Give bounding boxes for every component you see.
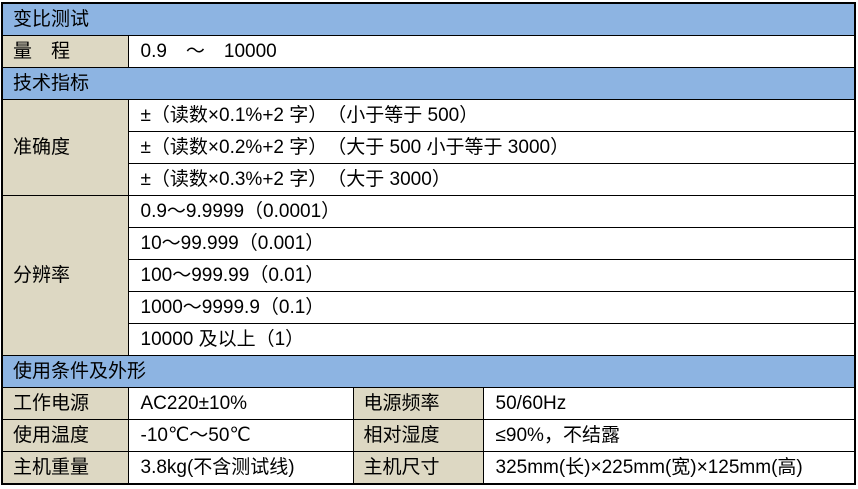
value-accuracy-3: ±（读数×0.3%+2 字） （大于 3000） [127,163,856,196]
value-power-frequency: 50/60Hz [482,387,856,420]
value-resolution-3: 100～999.99（0.01） [127,259,856,292]
value-resolution-5: 10000 及以上（1） [127,323,856,356]
row-label-accuracy: 准确度 [1,99,129,196]
row-label-operating-temperature: 使用温度 [1,419,129,452]
row-label-power-supply: 工作电源 [1,387,129,420]
section-header-ratio-test: 变比测试 [1,2,856,36]
value-resolution-2: 10～99.999（0.001） [127,227,856,260]
row-label-relative-humidity: 相对湿度 [352,419,484,452]
value-relative-humidity: ≤90%，不结露 [482,419,856,452]
value-power-supply: AC220±10% [127,387,354,420]
value-accuracy-2: ±（读数×0.2%+2 字） （大于 500 小于等于 3000） [127,131,856,164]
section-header-conditions: 使用条件及外形 [1,355,856,388]
value-host-dimensions: 325mm(长)×225mm(宽)×125mm(高) [482,451,856,485]
value-host-weight: 3.8kg(不含测试线) [127,451,354,485]
value-resolution-4: 1000～9999.9（0.1） [127,291,856,324]
row-label-resolution: 分辨率 [1,195,129,356]
section-header-tech-spec: 技术指标 [1,67,856,100]
row-label-power-frequency: 电源频率 [352,387,484,420]
value-range: 0.9 ～ 10000 [127,35,856,68]
value-accuracy-1: ±（读数×0.1%+2 字） （小于等于 500） [127,99,856,132]
row-label-host-dimensions: 主机尺寸 [352,451,484,485]
value-operating-temperature: -10℃～50℃ [127,419,354,452]
row-label-host-weight: 主机重量 [1,451,129,485]
value-resolution-1: 0.9～9.9999（0.0001） [127,195,856,228]
row-label-range: 量 程 [1,35,129,68]
